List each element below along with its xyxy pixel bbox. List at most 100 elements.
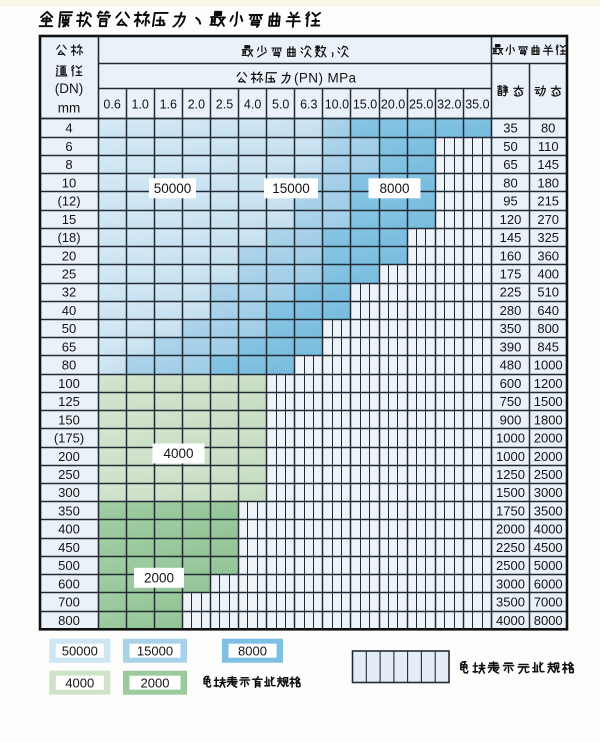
svg-text:400: 400 bbox=[537, 267, 559, 282]
svg-text:6000: 6000 bbox=[534, 576, 563, 591]
svg-text:1200: 1200 bbox=[534, 376, 563, 391]
svg-text:1500: 1500 bbox=[496, 485, 525, 500]
svg-text:845: 845 bbox=[537, 339, 559, 354]
svg-text:175: 175 bbox=[500, 267, 522, 282]
svg-text:5.0: 5.0 bbox=[272, 98, 289, 112]
svg-text:32.0: 32.0 bbox=[437, 98, 461, 112]
svg-text:145: 145 bbox=[500, 230, 522, 245]
svg-text:110: 110 bbox=[538, 139, 559, 154]
svg-text:480: 480 bbox=[500, 358, 522, 373]
svg-text:300: 300 bbox=[58, 485, 80, 500]
svg-text:3500: 3500 bbox=[534, 503, 563, 518]
svg-text:3000: 3000 bbox=[496, 576, 525, 591]
svg-text:2000: 2000 bbox=[144, 571, 174, 586]
svg-text:50: 50 bbox=[503, 139, 517, 154]
svg-text:(18): (18) bbox=[57, 230, 80, 245]
svg-text:80: 80 bbox=[541, 121, 555, 136]
svg-text:15: 15 bbox=[62, 212, 76, 227]
svg-text:280: 280 bbox=[500, 303, 522, 318]
svg-text:800: 800 bbox=[58, 613, 80, 628]
svg-text:2000: 2000 bbox=[534, 431, 563, 446]
svg-text:4500: 4500 bbox=[534, 540, 563, 555]
svg-text:900: 900 bbox=[500, 412, 522, 427]
svg-text:2000: 2000 bbox=[534, 449, 563, 464]
svg-text:8: 8 bbox=[65, 157, 72, 172]
svg-text:1000: 1000 bbox=[496, 431, 525, 446]
svg-text:mm: mm bbox=[58, 101, 81, 116]
svg-text:8000: 8000 bbox=[534, 613, 563, 628]
svg-text:3500: 3500 bbox=[496, 595, 525, 610]
svg-text:145: 145 bbox=[537, 157, 559, 172]
svg-text:65: 65 bbox=[62, 339, 76, 354]
svg-text:80: 80 bbox=[62, 358, 76, 373]
svg-text:640: 640 bbox=[537, 303, 559, 318]
svg-text:10.0: 10.0 bbox=[325, 98, 349, 112]
svg-text:35: 35 bbox=[503, 121, 517, 136]
svg-text:180: 180 bbox=[537, 175, 559, 190]
svg-text:4000: 4000 bbox=[496, 613, 525, 628]
svg-text:225: 225 bbox=[500, 285, 522, 300]
svg-text:20: 20 bbox=[62, 248, 76, 263]
svg-text:7000: 7000 bbox=[534, 595, 563, 610]
svg-text:50000: 50000 bbox=[154, 181, 192, 196]
svg-text:600: 600 bbox=[500, 376, 522, 391]
svg-text:500: 500 bbox=[58, 558, 80, 573]
svg-text:2250: 2250 bbox=[496, 540, 525, 555]
svg-text:2500: 2500 bbox=[534, 467, 563, 482]
svg-text:15.0: 15.0 bbox=[353, 98, 377, 112]
svg-text:(175): (175) bbox=[54, 431, 84, 446]
svg-text:4.0: 4.0 bbox=[244, 98, 261, 112]
svg-text:150: 150 bbox=[58, 412, 80, 427]
svg-text:2500: 2500 bbox=[496, 558, 525, 573]
svg-text:800: 800 bbox=[537, 321, 559, 336]
svg-text:15000: 15000 bbox=[137, 644, 173, 659]
svg-text:3000: 3000 bbox=[534, 485, 563, 500]
svg-text:8000: 8000 bbox=[379, 181, 409, 196]
svg-text:125: 125 bbox=[58, 394, 80, 409]
svg-text:2000: 2000 bbox=[141, 676, 170, 691]
svg-text:1000: 1000 bbox=[534, 358, 563, 373]
svg-text:40: 40 bbox=[62, 303, 76, 318]
svg-text:0.6: 0.6 bbox=[103, 98, 120, 112]
svg-text:700: 700 bbox=[58, 595, 80, 610]
svg-text:2000: 2000 bbox=[496, 522, 525, 537]
svg-text:325: 325 bbox=[537, 230, 559, 245]
svg-text:35.0: 35.0 bbox=[465, 98, 489, 112]
svg-text:50000: 50000 bbox=[62, 644, 98, 659]
svg-text:8000: 8000 bbox=[238, 644, 267, 659]
svg-text:80: 80 bbox=[503, 175, 517, 190]
svg-text:360: 360 bbox=[537, 248, 559, 263]
svg-text:1.6: 1.6 bbox=[160, 98, 177, 112]
svg-text:2.5: 2.5 bbox=[216, 98, 233, 112]
svg-text:510: 510 bbox=[537, 285, 559, 300]
svg-text:32: 32 bbox=[62, 285, 76, 300]
svg-text:5000: 5000 bbox=[534, 558, 563, 573]
svg-text:10: 10 bbox=[62, 175, 76, 190]
svg-text:95: 95 bbox=[503, 194, 517, 209]
svg-text:50: 50 bbox=[62, 321, 76, 336]
svg-text:4000: 4000 bbox=[534, 522, 563, 537]
svg-text:215: 215 bbox=[537, 194, 559, 209]
svg-text:600: 600 bbox=[58, 576, 80, 591]
svg-text:1.0: 1.0 bbox=[132, 98, 149, 112]
svg-text:(PN) MPa: (PN) MPa bbox=[294, 70, 357, 85]
svg-text:1750: 1750 bbox=[496, 503, 525, 518]
svg-text:6.3: 6.3 bbox=[300, 98, 317, 112]
svg-text:350: 350 bbox=[500, 321, 522, 336]
svg-text:(12): (12) bbox=[57, 194, 80, 209]
svg-text:750: 750 bbox=[500, 394, 522, 409]
svg-text:6: 6 bbox=[65, 139, 72, 154]
svg-text:200: 200 bbox=[58, 449, 80, 464]
svg-text:450: 450 bbox=[58, 540, 80, 555]
svg-text:(DN): (DN) bbox=[55, 81, 84, 96]
svg-text:4000: 4000 bbox=[163, 446, 193, 461]
svg-text:250: 250 bbox=[58, 467, 80, 482]
svg-text:1250: 1250 bbox=[496, 467, 525, 482]
svg-text:4: 4 bbox=[65, 121, 72, 136]
svg-text:350: 350 bbox=[58, 503, 80, 518]
svg-text:25.0: 25.0 bbox=[409, 98, 433, 112]
svg-text:1800: 1800 bbox=[534, 412, 563, 427]
svg-text:15000: 15000 bbox=[272, 181, 310, 196]
svg-text:1500: 1500 bbox=[534, 394, 563, 409]
svg-text:160: 160 bbox=[500, 248, 522, 263]
